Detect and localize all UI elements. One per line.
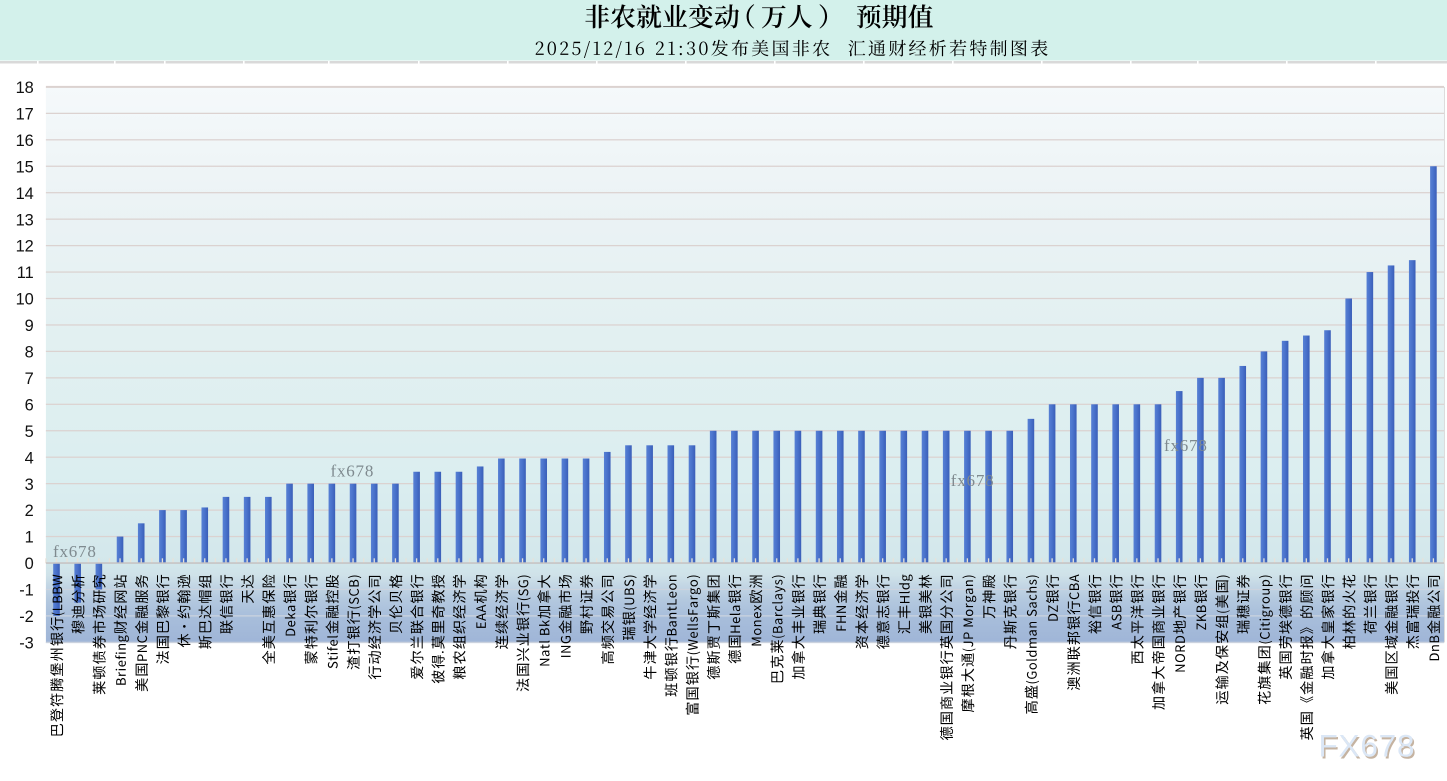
svg-text:FX678: FX678 [1320, 729, 1417, 765]
svg-text:1: 1 [25, 529, 34, 547]
svg-text:10: 10 [16, 291, 34, 309]
svg-text:8: 8 [25, 344, 34, 362]
svg-text:14: 14 [16, 185, 34, 203]
svg-text:17: 17 [16, 106, 34, 124]
svg-text:16: 16 [16, 132, 34, 150]
svg-text:FX678: FX678 [1319, 728, 1416, 764]
svg-text:fx678: fx678 [331, 461, 375, 480]
svg-text:2: 2 [25, 502, 34, 520]
svg-text:11: 11 [17, 264, 34, 282]
svg-text:5: 5 [25, 423, 34, 441]
svg-text:6: 6 [25, 396, 34, 414]
svg-text:4: 4 [25, 449, 34, 467]
svg-text:-1: -1 [19, 582, 34, 600]
svg-text:7: 7 [25, 370, 34, 388]
svg-text:0: 0 [25, 555, 34, 573]
svg-text:fx678: fx678 [53, 542, 97, 561]
svg-text:-2: -2 [19, 608, 34, 626]
svg-text:13: 13 [16, 211, 34, 229]
svg-text:15: 15 [16, 158, 34, 176]
svg-text:18: 18 [16, 79, 34, 97]
svg-text:fx678: fx678 [951, 471, 995, 490]
svg-text:3: 3 [25, 476, 34, 494]
svg-text:12: 12 [16, 238, 34, 256]
svg-text:-3: -3 [19, 635, 34, 653]
svg-text:fx678: fx678 [1164, 436, 1208, 455]
svg-text:9: 9 [25, 317, 34, 335]
